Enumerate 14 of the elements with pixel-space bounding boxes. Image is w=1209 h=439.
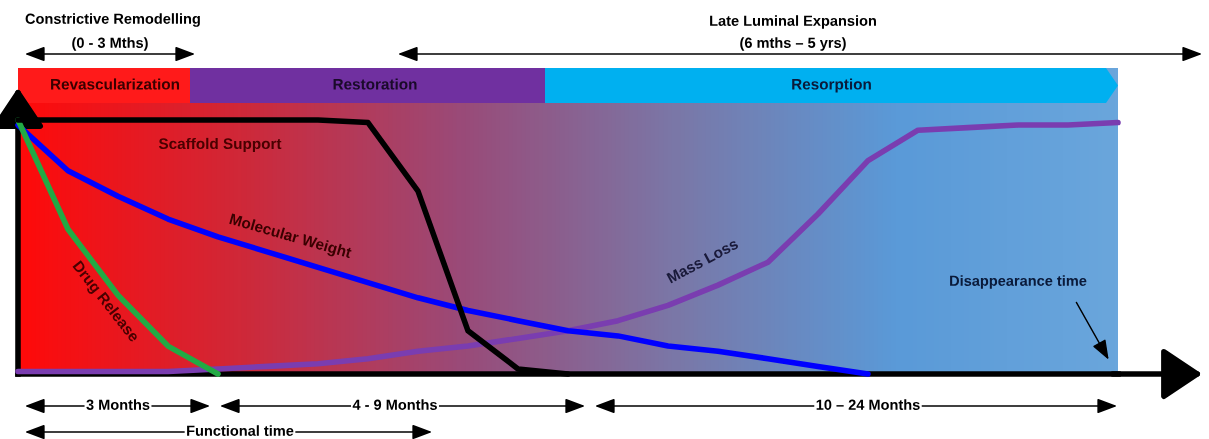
text: (6 mths – 5 yrs) [740, 37, 846, 51]
text: Mass Loss [666, 238, 739, 284]
text: Restoration [333, 78, 417, 90]
text: Resorption [792, 78, 871, 93]
text: Constrictive Remodelling [25, 13, 200, 27]
series-label: Scaffold Support [158, 137, 282, 153]
text: 10 – 24 Months [816, 399, 920, 410]
text: Revascularization [51, 78, 180, 90]
text: Late Luminal Expansion [710, 15, 876, 29]
text: 3 Months [86, 399, 150, 410]
text: 4 - 9 Months [352, 399, 437, 410]
text: Functional time [187, 425, 294, 436]
annotation: Disappearance time [950, 275, 1087, 289]
text: (0 - 3 Mths) [72, 37, 148, 51]
